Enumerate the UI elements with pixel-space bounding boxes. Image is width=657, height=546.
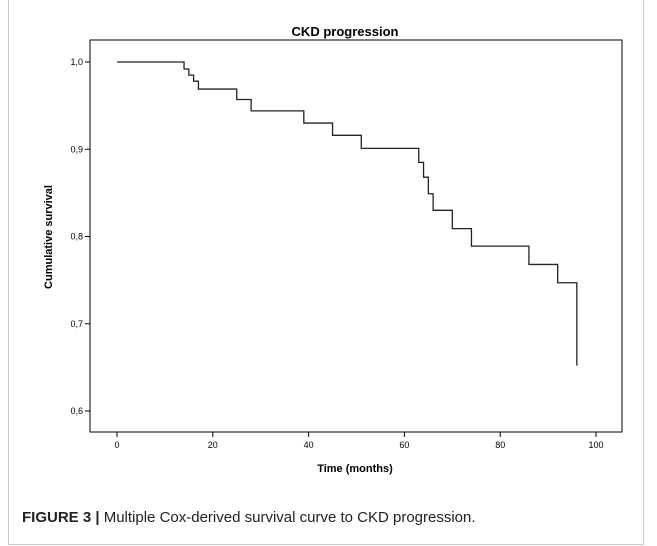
caption-text: Multiple Cox-derived survival curve to C…	[99, 509, 476, 526]
plot-area	[89, 39, 623, 433]
figure-caption: FIGURE 3 | Multiple Cox-derived survival…	[22, 509, 632, 526]
x-axis: 0 20 40 60 80 100	[114, 432, 604, 450]
y-tick-label: 0,8	[70, 232, 83, 242]
chart-title: CKD progression	[292, 24, 399, 39]
x-tick-label: 20	[208, 440, 218, 450]
y-tick-label: 1,0	[70, 57, 83, 67]
y-tick-label: 0,7	[70, 319, 83, 329]
x-tick-label: 0	[114, 440, 119, 450]
y-axis: 0,6 0,7 0,8 0,9 1,0	[70, 57, 90, 416]
figure-frame	[8, 0, 644, 545]
x-tick-label: 40	[304, 440, 314, 450]
y-tick-label: 0,9	[70, 144, 83, 154]
caption-label: FIGURE 3 |	[22, 509, 100, 526]
x-tick-label: 60	[399, 440, 409, 450]
y-axis-label: Cumulative survival	[43, 185, 55, 289]
x-tick-label: 80	[495, 440, 505, 450]
x-axis-label: Time (months)	[317, 463, 393, 475]
survival-chart: CKD progression 0 20 40 60 80 100 0,60,70,80,…	[43, 24, 623, 475]
survival-step-line	[117, 61, 578, 366]
y-tick-label: 0,6	[70, 406, 83, 416]
x-tick-label: 100	[588, 440, 603, 450]
